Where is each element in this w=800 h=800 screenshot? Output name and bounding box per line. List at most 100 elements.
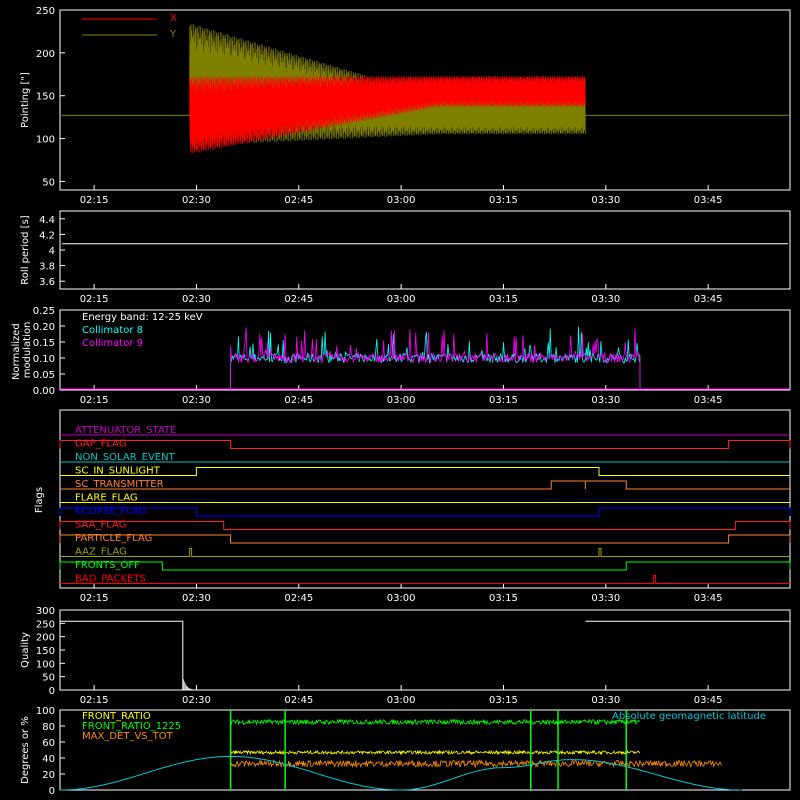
modulation-ylabel-line2: modulation — [22, 322, 33, 379]
x-tick-label: 03:00 — [387, 294, 416, 305]
ratios-series-max-det-vs-tot — [230, 759, 723, 769]
roll-period-xticks: 02:15 02:30 02:45 03:00 03:15 03:30 03:45 — [80, 284, 723, 305]
flag-label: AAZ_FLAG — [75, 547, 127, 558]
flag-line-aaz-flag — [60, 548, 790, 557]
x-tick-label: 03:45 — [694, 695, 723, 706]
flag-label: SC_IN_SUNLIGHT — [75, 466, 161, 477]
flag-label: SAA_FLAG — [75, 520, 126, 531]
modulation-series — [60, 326, 790, 390]
x-tick-label: 03:15 — [489, 395, 518, 406]
x-tick-label: 03:45 — [694, 395, 723, 406]
flag-line-particle-flag — [59, 534, 791, 544]
y-tick-label: 4.4 — [39, 215, 55, 226]
flag-line-saa-flag — [59, 521, 791, 530]
roll-period-panel: Roll period [s] 3.6 3.8 4 4.2 4.4 02:15 02:30… — [20, 210, 791, 305]
flag-label: BAD_PACKETS — [75, 574, 146, 585]
ratios-series-front-ratio-1225 — [230, 718, 641, 726]
x-tick-label: 03:15 — [489, 593, 518, 604]
y-tick-label: 60 — [42, 738, 55, 749]
ratios-legend-front-ratio: FRONT_RATIO — [82, 711, 151, 722]
x-tick-label: 02:30 — [182, 593, 211, 604]
quality-yticks: 0 50 100 150 200 250 300 — [36, 606, 65, 697]
ratios-legend-max-det: MAX_DET_VS_TOT — [82, 731, 174, 742]
y-tick-label: 0.15 — [33, 338, 55, 349]
legend-y-label: Y — [169, 29, 177, 40]
y-tick-label: 100 — [36, 135, 55, 146]
modulation-legend-c8: Collimator 8 — [82, 325, 143, 336]
y-tick-label: 0 — [49, 686, 55, 697]
ratios-ylabel: Degrees or % — [20, 716, 31, 784]
x-tick-label: 03:15 — [489, 195, 518, 206]
y-tick-label: 300 — [36, 606, 55, 617]
x-tick-label: 02:15 — [80, 593, 109, 604]
x-tick-label: 02:30 — [182, 695, 211, 706]
x-tick-label: 03:45 — [694, 195, 723, 206]
y-tick-label: 4.2 — [39, 230, 55, 241]
x-tick-label: 02:15 — [80, 695, 109, 706]
modulation-yticks: 0.00 0.05 0.10 0.15 0.20 0.25 — [33, 306, 65, 397]
y-tick-label: 50 — [42, 673, 55, 684]
flag-line-bad-packets — [60, 575, 790, 584]
flag-label: FLARE_FLAG — [75, 493, 138, 504]
flag-label: ATTENUATOR_STATE — [75, 425, 176, 436]
y-tick-label: 100 — [36, 659, 55, 670]
x-tick-label: 03:30 — [591, 695, 620, 706]
flags-panel-frame — [59, 409, 791, 589]
modulation-annotation: Energy band: 12-25 keV — [82, 312, 203, 323]
modulation-series-c9 — [230, 327, 641, 390]
y-tick-label: 4 — [49, 246, 55, 257]
y-tick-label: 0.05 — [33, 370, 55, 381]
flag-label: SC_TRANSMITTER — [75, 479, 164, 490]
pointing-yticks: 50 100 150 200 250 — [36, 6, 65, 188]
flag-line-gap-flag — [59, 440, 791, 449]
x-tick-label: 03:15 — [489, 294, 518, 305]
y-tick-label: 80 — [42, 722, 55, 733]
flag-label: NON_SOLAR_EVENT — [75, 452, 176, 463]
x-tick-label: 02:45 — [284, 695, 313, 706]
x-tick-label: 03:00 — [387, 695, 416, 706]
x-tick-label: 03:45 — [694, 593, 723, 604]
y-tick-label: 200 — [36, 49, 55, 60]
x-tick-label: 02:15 — [80, 395, 109, 406]
x-tick-label: 02:45 — [284, 195, 313, 206]
x-tick-label: 03:15 — [489, 695, 518, 706]
roll-period-yticks: 3.6 3.8 4 4.2 4.4 — [39, 215, 65, 288]
modulation-panel: Normalized modulation 0.000.050.100.150.… — [11, 306, 791, 406]
x-tick-label: 03:00 — [387, 593, 416, 604]
pointing-panel-frame — [59, 9, 791, 191]
y-tick-label: 100 — [36, 706, 55, 717]
ratios-series — [59, 710, 743, 791]
pointing-series-x — [189, 75, 586, 154]
y-tick-label: 200 — [36, 633, 55, 644]
x-tick-label: 03:30 — [591, 593, 620, 604]
modulation-panel-frame — [59, 309, 791, 391]
y-tick-label: 20 — [42, 770, 55, 781]
y-tick-label: 250 — [36, 6, 55, 17]
x-tick-label: 02:30 — [182, 395, 211, 406]
ratios-legend-front-ratio-1225: FRONT_RATIO_1225 — [82, 721, 181, 732]
flag-label: PARTICLE_FLAG — [75, 533, 152, 544]
ratios-series-front-ratio — [230, 749, 641, 756]
x-tick-label: 03:00 — [387, 395, 416, 406]
ratios-panel: Degrees or % 0 20 40 60 80 100 FRONT_RATIO FR… — [20, 706, 791, 797]
flag-line-sc-transmitter — [60, 480, 790, 490]
y-tick-label: 0.25 — [33, 306, 55, 317]
quality-series — [60, 620, 791, 690]
y-tick-label: 3.6 — [39, 277, 55, 288]
quality-ylabel: Quality — [20, 632, 31, 668]
y-tick-label: 150 — [36, 92, 55, 103]
y-tick-label: 150 — [36, 646, 55, 657]
legend-x-label: X — [170, 13, 177, 24]
x-tick-label: 03:45 — [694, 294, 723, 305]
flag-line-eclipse-flag — [59, 507, 791, 517]
quality-segment — [585, 620, 791, 690]
flag-line-fronts-off — [59, 561, 791, 571]
pointing-xticks: 02:15 02:30 02:45 03:00 03:15 03:30 03:45 — [80, 185, 723, 206]
x-tick-label: 02:15 — [80, 294, 109, 305]
flags-series: ATTENUATOR_STATE GAP_FLAG NON_SOLAR_EVENT S… — [59, 425, 791, 585]
quality-xticks: 02:15 02:30 02:45 03:00 03:15 03:30 03:45 — [80, 685, 723, 706]
quality-segment — [60, 620, 184, 690]
